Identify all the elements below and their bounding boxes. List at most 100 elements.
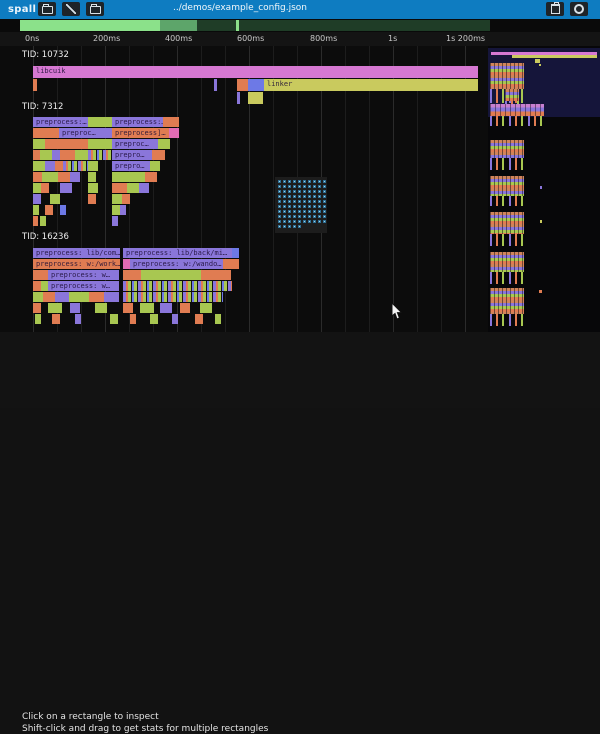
- flame-bar[interactable]: [180, 303, 190, 313]
- flame-bar[interactable]: [88, 117, 112, 127]
- time-ruler[interactable]: 0ns 200ms 400ms 600ms 800ms 1s 1s 200ms: [0, 32, 600, 46]
- flame-bar[interactable]: [69, 292, 89, 302]
- flame-bar[interactable]: [88, 161, 98, 171]
- flame-bar[interactable]: preprocess]…: [112, 128, 169, 138]
- flame-bar[interactable]: [33, 292, 43, 302]
- flame-bar[interactable]: [112, 194, 122, 204]
- flame-bar[interactable]: preproc…: [112, 139, 158, 149]
- flame-bar[interactable]: [163, 117, 179, 127]
- minimap-cluster[interactable]: [490, 212, 524, 234]
- flame-bar[interactable]: [112, 205, 120, 215]
- flame-bar[interactable]: [150, 314, 158, 324]
- flame-bar[interactable]: [201, 270, 231, 280]
- flame-bar[interactable]: [123, 303, 133, 313]
- flame-bar[interactable]: [50, 194, 60, 204]
- flame-bar[interactable]: [88, 172, 96, 182]
- flame-bar[interactable]: [60, 183, 72, 193]
- flame-bar[interactable]: [104, 292, 119, 302]
- flame-bar[interactable]: [75, 314, 81, 324]
- flame-bar[interactable]: [33, 270, 48, 280]
- open-file-button[interactable]: [38, 2, 56, 16]
- flame-bar[interactable]: [33, 128, 59, 138]
- flame-bar[interactable]: [158, 139, 170, 149]
- flame-bar[interactable]: [60, 150, 75, 160]
- flame-bar[interactable]: [120, 205, 126, 215]
- flame-bar[interactable]: [130, 314, 136, 324]
- flame-bar[interactable]: [52, 150, 60, 160]
- flame-bar[interactable]: [35, 314, 41, 324]
- flame-bar[interactable]: preprocess: lib/back/mi…: [123, 248, 232, 258]
- flame-bar[interactable]: [110, 314, 118, 324]
- flame-bar[interactable]: [123, 292, 223, 302]
- flame-bar[interactable]: prepro…: [112, 161, 150, 171]
- flame-bar[interactable]: [248, 92, 263, 104]
- flame-bar[interactable]: [33, 172, 42, 182]
- flame-bar[interactable]: [112, 183, 127, 193]
- flame-bar[interactable]: [33, 139, 45, 149]
- flame-bar[interactable]: preproc…: [59, 128, 112, 138]
- flame-bar[interactable]: preprocess: w:/work…: [33, 259, 120, 269]
- flame-bar[interactable]: [145, 172, 157, 182]
- flame-bar[interactable]: preprocess: w…: [48, 281, 119, 291]
- flame-bar[interactable]: [58, 172, 70, 182]
- flame-bar[interactable]: libcuik: [33, 66, 478, 78]
- flame-bar[interactable]: [122, 194, 130, 204]
- flame-bar[interactable]: [88, 183, 98, 193]
- flame-bar[interactable]: [195, 314, 203, 324]
- flame-bar[interactable]: [33, 150, 40, 160]
- flame-bar[interactable]: [140, 303, 154, 313]
- timeline-overview-strip[interactable]: [0, 19, 600, 32]
- settings-button[interactable]: [570, 2, 588, 16]
- flame-bar[interactable]: preprocess:…: [33, 117, 88, 127]
- auto-scale-button[interactable]: [62, 2, 80, 16]
- flame-bar[interactable]: [150, 161, 160, 171]
- flame-bar[interactable]: [70, 172, 80, 182]
- flame-bar[interactable]: [45, 205, 53, 215]
- flame-bar[interactable]: [33, 205, 39, 215]
- flame-bar[interactable]: [223, 259, 239, 269]
- flame-bar[interactable]: [237, 92, 240, 104]
- minimap-cluster[interactable]: [490, 252, 524, 272]
- open-folder-button[interactable]: [86, 2, 104, 16]
- flame-bar[interactable]: [40, 150, 52, 160]
- flame-bar[interactable]: [33, 281, 41, 291]
- flame-bar[interactable]: [95, 303, 107, 313]
- flame-bar[interactable]: [42, 172, 58, 182]
- minimap-cluster[interactable]: [490, 104, 544, 116]
- flame-bar[interactable]: preprocess: w…: [48, 270, 119, 280]
- minimap-cluster[interactable]: [505, 89, 519, 101]
- flame-bar[interactable]: [123, 281, 232, 291]
- flame-bar[interactable]: [139, 183, 149, 193]
- flame-bar[interactable]: [33, 194, 41, 204]
- flame-bar[interactable]: [123, 270, 141, 280]
- flame-bar[interactable]: [33, 79, 37, 91]
- flame-bar[interactable]: [112, 172, 145, 182]
- flame-bar[interactable]: preprocess:…: [112, 117, 163, 127]
- flame-bar[interactable]: linker: [264, 79, 478, 91]
- flame-bar[interactable]: [55, 161, 63, 171]
- flame-bar[interactable]: [89, 292, 104, 302]
- flame-bar[interactable]: [200, 303, 212, 313]
- flame-bar[interactable]: [112, 216, 118, 226]
- flame-bar[interactable]: [75, 150, 88, 160]
- flame-bar[interactable]: [33, 161, 45, 171]
- flame-bar[interactable]: [127, 183, 139, 193]
- flame-bar[interactable]: [123, 259, 130, 269]
- minimap-cluster[interactable]: [490, 140, 524, 158]
- flame-bar[interactable]: [88, 194, 96, 204]
- flame-bar[interactable]: [33, 303, 41, 313]
- flame-bar[interactable]: preprocess: w:/wando…: [130, 259, 223, 269]
- flame-bar[interactable]: [55, 292, 69, 302]
- minimap-cluster[interactable]: [490, 288, 524, 314]
- flame-bar[interactable]: prepro…: [112, 150, 152, 160]
- flame-bar[interactable]: [215, 314, 221, 324]
- flame-bar[interactable]: [45, 139, 88, 149]
- flame-bar[interactable]: [232, 248, 239, 258]
- flame-bar[interactable]: [33, 183, 41, 193]
- flame-bar[interactable]: [152, 150, 165, 160]
- flame-bar[interactable]: [52, 314, 60, 324]
- minimap-cluster[interactable]: [490, 176, 524, 196]
- flame-bar[interactable]: [43, 292, 55, 302]
- flame-bar[interactable]: [63, 161, 88, 171]
- flame-bar[interactable]: [237, 79, 248, 91]
